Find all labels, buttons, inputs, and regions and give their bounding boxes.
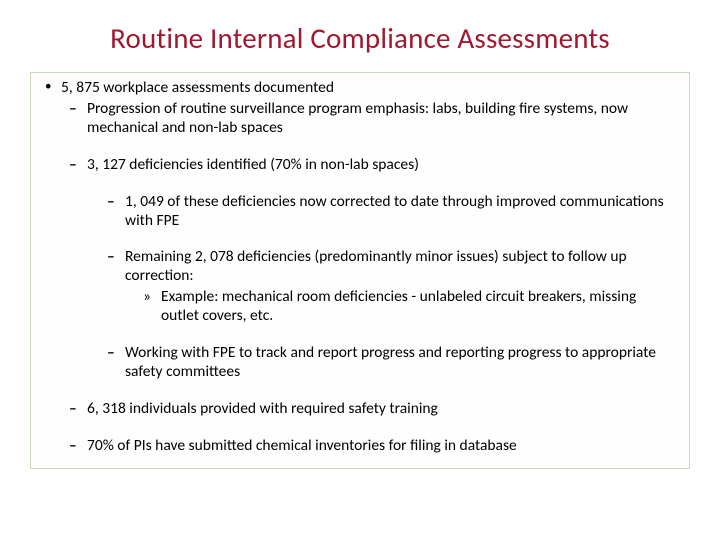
bullet-l2: Progression of routine surveillance prog… bbox=[43, 100, 677, 138]
slide-title: Routine Internal Compliance Assessments bbox=[30, 20, 690, 56]
bullet-text: Working with FPE to track and report pro… bbox=[125, 343, 656, 381]
bullet-l2: 6, 318 individuals provided with require… bbox=[43, 400, 677, 419]
bullet-l2: 3, 127 deficiencies identified (70% in n… bbox=[43, 156, 677, 175]
content-box: 5, 875 workplace assessments documented … bbox=[30, 72, 690, 469]
bullet-l4: Example: mechanical room deficiencies - … bbox=[43, 288, 677, 326]
bullet-l1: 5, 875 workplace assessments documented bbox=[43, 79, 677, 98]
bullet-text: 1, 049 of these deficiencies now correct… bbox=[125, 192, 664, 230]
bullet-l3: 1, 049 of these deficiencies now correct… bbox=[43, 193, 677, 231]
bullet-text: Example: mechanical room deficiencies - … bbox=[161, 287, 636, 325]
bullet-text: Progression of routine surveillance prog… bbox=[87, 99, 628, 137]
bullet-text: Remaining 2, 078 deficiencies (predomina… bbox=[125, 247, 627, 285]
bullet-text: 6, 318 individuals provided with require… bbox=[87, 399, 438, 418]
bullet-l3: Remaining 2, 078 deficiencies (predomina… bbox=[43, 248, 677, 286]
bullet-l3: Working with FPE to track and report pro… bbox=[43, 344, 677, 382]
bullet-l2: 70% of PIs have submitted chemical inven… bbox=[43, 437, 677, 456]
slide: Routine Internal Compliance Assessments … bbox=[0, 0, 720, 540]
bullet-list: 5, 875 workplace assessments documented … bbox=[43, 79, 677, 456]
bullet-text: 5, 875 workplace assessments documented bbox=[61, 78, 334, 97]
bullet-text: 3, 127 deficiencies identified (70% in n… bbox=[87, 155, 419, 174]
bullet-text: 70% of PIs have submitted chemical inven… bbox=[87, 436, 517, 455]
